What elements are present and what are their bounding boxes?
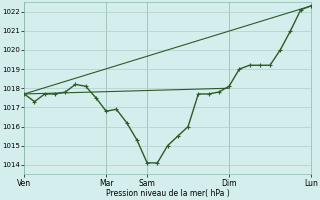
X-axis label: Pression niveau de la mer( hPa ): Pression niveau de la mer( hPa ) <box>106 189 229 198</box>
